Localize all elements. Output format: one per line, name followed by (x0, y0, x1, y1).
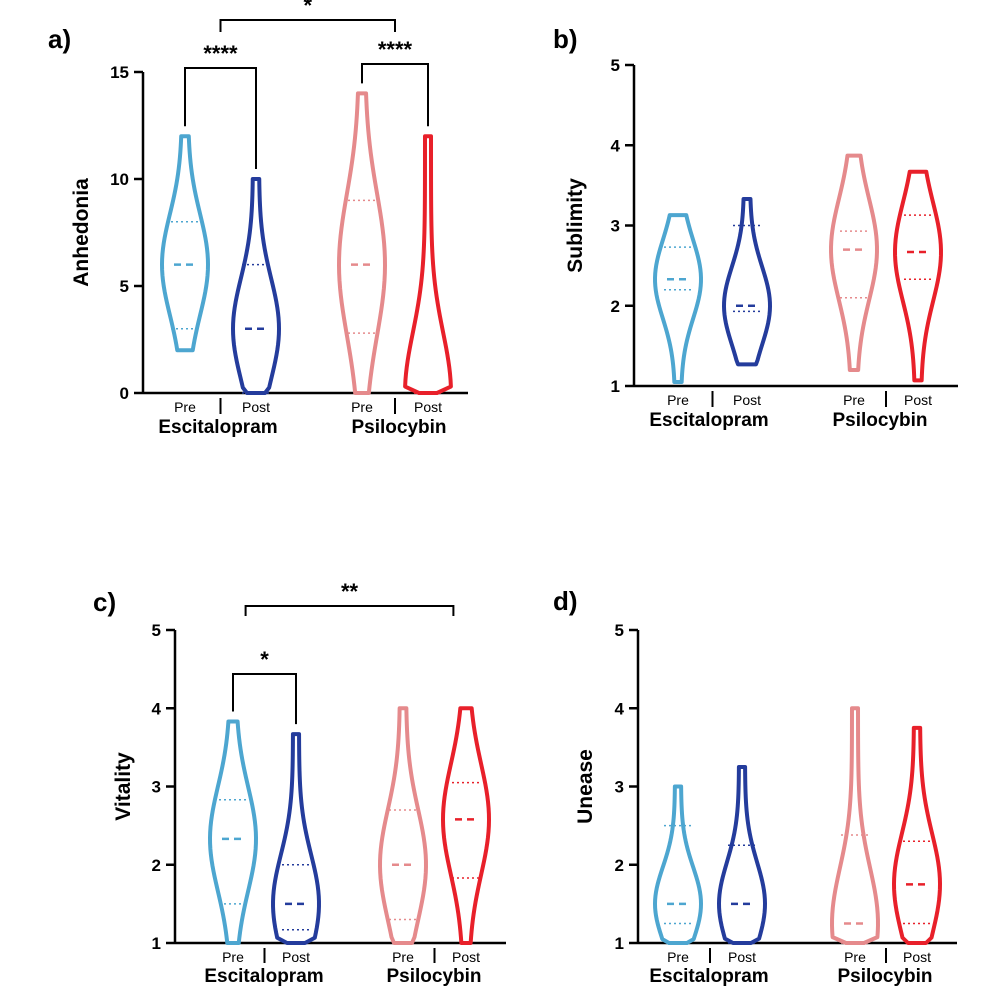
violin-vitality-psilocybin-pre (378, 706, 428, 945)
violin-sublimity-escitalopram-post (722, 197, 772, 367)
violin-vitality-psilocybin-post (441, 706, 491, 945)
violin-sublimity-psilocybin-pre (829, 153, 879, 372)
y-tick-label: 4 (152, 699, 162, 718)
group-label: Escitalopram (204, 966, 323, 987)
violin-anhedonia-psilocybin-post (403, 134, 453, 395)
violin-unease-escitalopram-post (717, 764, 767, 945)
panel-label: b) (553, 24, 578, 54)
y-tick-label: 2 (611, 297, 620, 316)
condition-label: Pre (351, 399, 373, 415)
condition-label: Pre (174, 399, 196, 415)
condition-label: Pre (222, 949, 244, 965)
significance-label: * (303, 0, 312, 18)
violin-vitality-escitalopram-post (271, 732, 321, 945)
condition-label: Pre (843, 392, 865, 408)
y-axis-label: Anhedonia (70, 178, 93, 287)
violin-vitality-escitalopram-pre (208, 719, 258, 945)
y-tick-label: 1 (152, 934, 161, 953)
violin-anhedonia-escitalopram-post (231, 177, 281, 395)
y-tick-label: 2 (152, 856, 161, 875)
group-label: Escitalopram (649, 410, 768, 431)
group-label: Psilocybin (837, 966, 932, 987)
panel-label: a) (48, 24, 71, 54)
y-tick-label: 10 (110, 170, 129, 189)
y-axis-label: Vitality (112, 752, 135, 821)
violin-anhedonia-escitalopram-pre (160, 134, 210, 353)
condition-label: Post (728, 949, 756, 965)
y-tick-label: 0 (120, 384, 129, 403)
y-tick-label: 3 (611, 217, 620, 236)
panel-label: d) (553, 586, 578, 616)
y-tick-label: 4 (615, 699, 625, 718)
group-label: Psilocybin (832, 410, 927, 431)
violin-unease-escitalopram-pre (653, 784, 703, 945)
y-tick-label: 2 (615, 856, 624, 875)
violin-unease-psilocybin-pre (830, 706, 880, 945)
condition-label: Post (733, 392, 761, 408)
panel-a: a) Anhedonia 0 5 10 15 Pre Post Pre Post Escitalop… (48, 0, 468, 438)
violin-unease-psilocybin-post (892, 725, 942, 945)
y-tick-label: 1 (611, 377, 620, 396)
condition-label: Post (904, 392, 932, 408)
significance-label: **** (378, 37, 413, 62)
y-tick-label: 5 (120, 277, 129, 296)
condition-label: Pre (844, 949, 866, 965)
significance-bracket (232, 673, 297, 725)
significance-bracket (219, 19, 396, 32)
y-tick-label: 3 (615, 778, 624, 797)
violin-sublimity-psilocybin-post (893, 169, 943, 383)
significance-bracket (244, 605, 455, 616)
group-label: Escitalopram (158, 417, 277, 438)
significance-label: * (260, 647, 269, 672)
y-tick-label: 5 (615, 621, 624, 640)
y-tick-label: 5 (611, 56, 620, 75)
group-label: Escitalopram (649, 966, 768, 987)
group-label: Psilocybin (386, 966, 481, 987)
condition-label: Post (282, 949, 310, 965)
panel-label: c) (93, 587, 116, 617)
y-tick-label: 3 (152, 778, 161, 797)
y-tick-label: 5 (152, 621, 161, 640)
y-tick-label: 4 (611, 136, 621, 155)
violin-sublimity-escitalopram-pre (653, 213, 703, 384)
condition-label: Post (903, 949, 931, 965)
group-label: Psilocybin (351, 417, 446, 438)
panel-b: b) Sublimity 1 2 3 4 5 Pre Post Pre Post Escitalopr… (553, 24, 958, 431)
condition-label: Post (452, 949, 480, 965)
significance-bracket (184, 67, 257, 169)
y-tick-label: 1 (615, 934, 624, 953)
significance-bracket (361, 63, 429, 127)
significance-label: ** (341, 579, 359, 604)
condition-label: Post (242, 399, 270, 415)
condition-label: Post (414, 399, 442, 415)
y-tick-label: 15 (110, 63, 129, 82)
violin-anhedonia-psilocybin-pre (337, 91, 387, 395)
significance-label: **** (203, 41, 238, 66)
condition-label: Pre (667, 392, 689, 408)
condition-label: Pre (392, 949, 414, 965)
y-axis-label: Sublimity (564, 178, 587, 273)
y-axis-label: Unease (574, 749, 597, 824)
condition-label: Pre (667, 949, 689, 965)
